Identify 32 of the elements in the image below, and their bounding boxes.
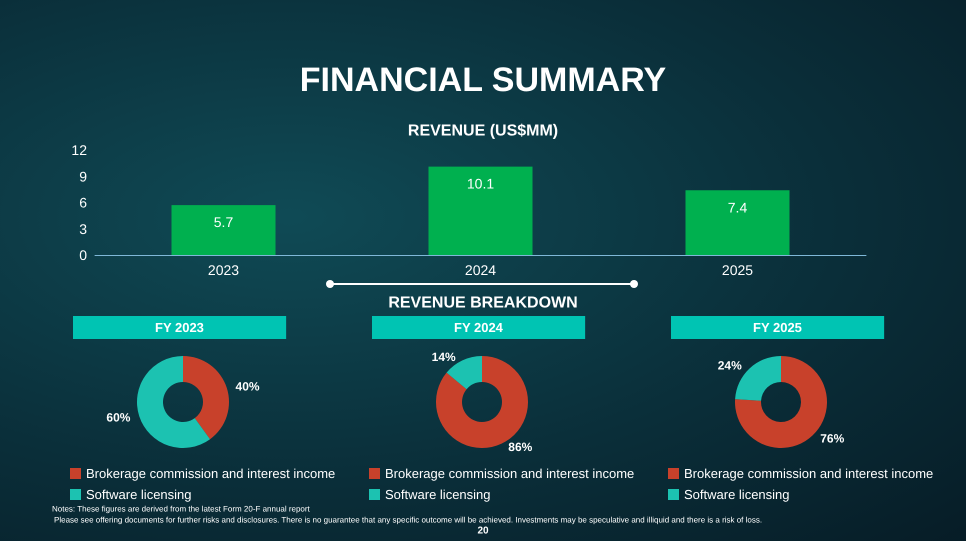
data-label: 14%	[432, 350, 456, 364]
chart-title: FY 2023	[155, 320, 204, 335]
text: Notes: These figures are derived from the latest Form 20-F annual report	[52, 504, 311, 514]
text: 20	[477, 526, 489, 536]
y-tick-label: 12	[71, 142, 88, 158]
legend-label: Brokerage commission and interest income	[86, 466, 336, 481]
text: REVENUE BREAKDOWN	[388, 294, 578, 312]
chart-subtitle: REVENUE (US$MM)	[408, 122, 558, 140]
text: Please see offering documents for further risks and disclosures. There is no guarantee that any specific outcome will be achieved. Investments may be speculative and illiquid and there is a risk of loss.	[54, 516, 762, 524]
chart-title: FY 2025	[753, 320, 802, 335]
x-tick-label: 2023	[208, 262, 240, 278]
data-label: 5.7	[214, 214, 234, 230]
legend-label: Software licensing	[86, 487, 192, 502]
data-label: 10.1	[466, 176, 494, 192]
legend-label: Brokerage commission and interest income	[684, 466, 934, 481]
data-label: 40%	[236, 380, 260, 394]
legend-label: Software licensing	[684, 487, 790, 502]
data-label: 7.4	[728, 199, 748, 216]
x-tick-label: 2024	[464, 262, 496, 278]
data-label: 86%	[508, 440, 533, 454]
data-label: 24%	[718, 358, 742, 373]
legend-label: Brokerage commission and interest income	[385, 466, 634, 481]
chart-title: FY 2024	[454, 320, 504, 335]
y-tick-label: 9	[79, 168, 88, 184]
y-tick-label: 6	[79, 194, 88, 210]
y-tick-label: 3	[79, 220, 88, 237]
chart-title: FINANCIAL SUMMARY	[300, 61, 667, 99]
data-label: 76%	[820, 431, 845, 446]
legend-label: Software licensing	[385, 487, 490, 502]
x-tick-label: 2025	[722, 262, 754, 278]
data-label: 60%	[106, 410, 131, 424]
y-tick-label: 0	[79, 247, 88, 263]
